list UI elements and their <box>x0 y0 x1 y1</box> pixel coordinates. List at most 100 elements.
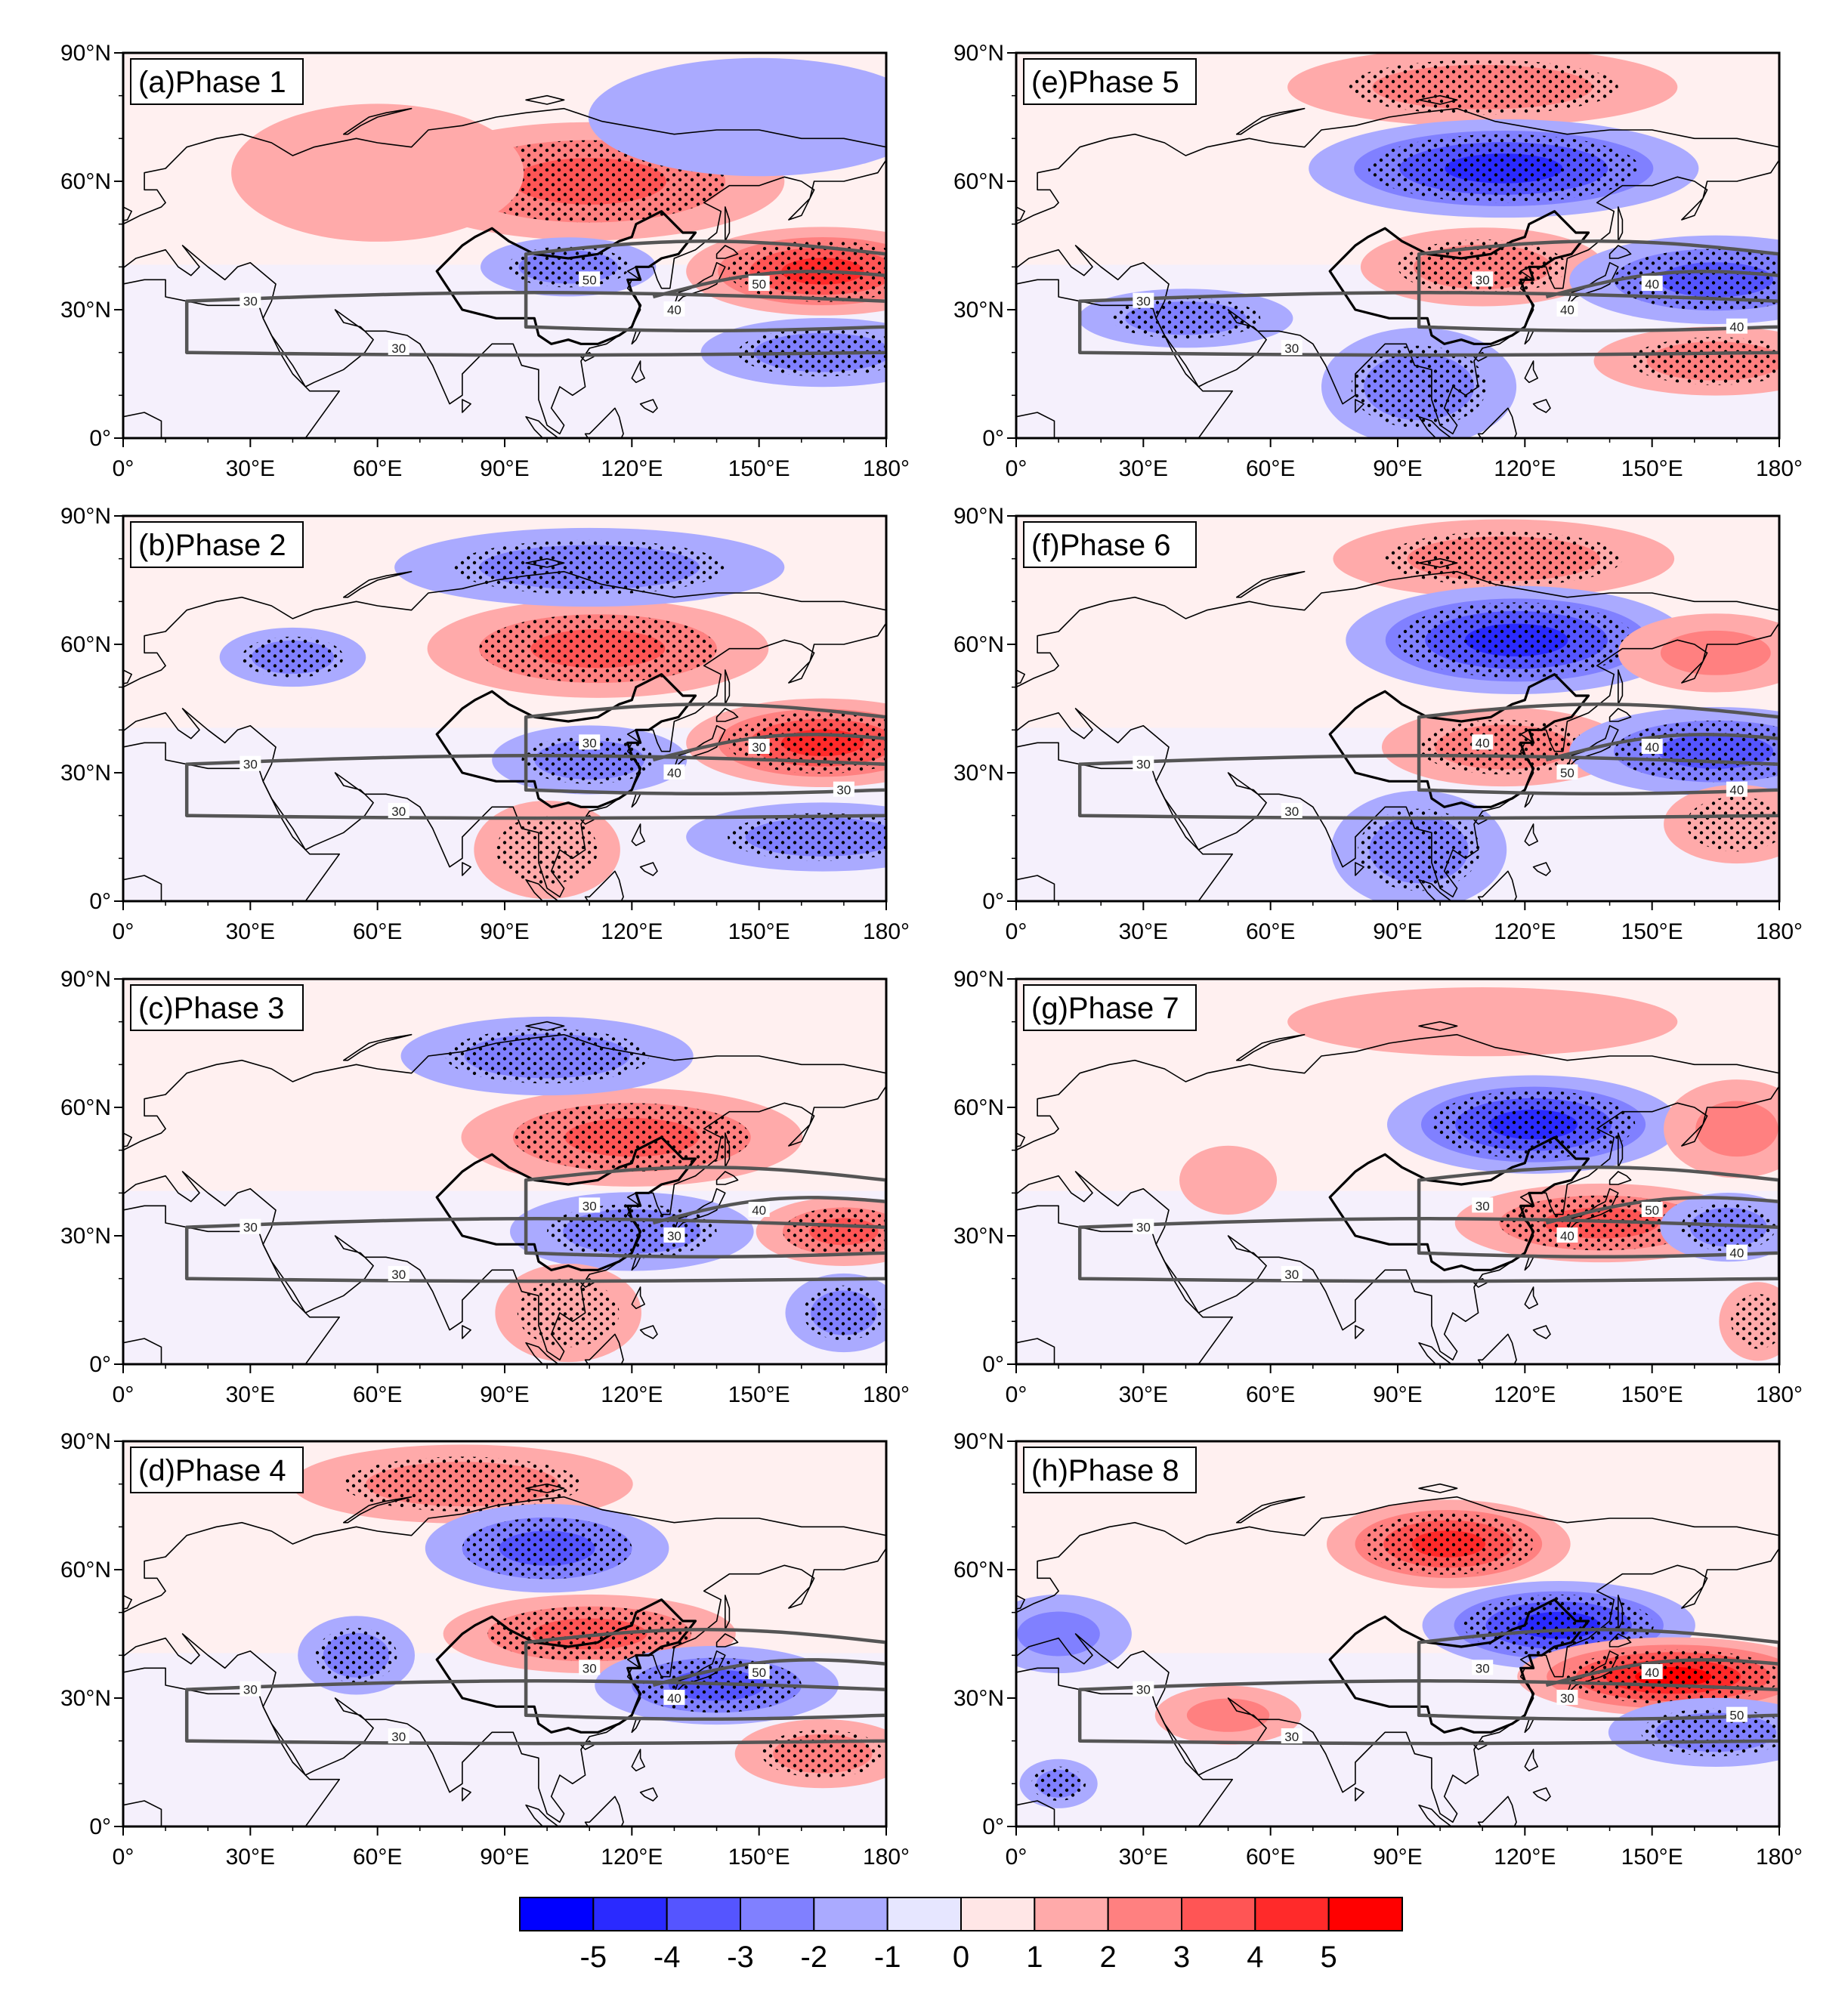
coastline <box>525 415 560 438</box>
panel-label-text: (g)Phase 7 <box>1031 992 1179 1025</box>
colorbar-label: -4 <box>654 1941 681 1974</box>
colorbar-label: 1 <box>1026 1941 1043 1974</box>
x-tick-label: 90°E <box>480 919 529 944</box>
anomaly-contour <box>1186 1698 1270 1732</box>
coastline <box>525 94 565 105</box>
contour-label-bg <box>579 1197 601 1213</box>
jet-contour-line <box>652 270 886 299</box>
china-border <box>435 1136 697 1271</box>
significance-stipple <box>242 636 344 678</box>
x-tick-label: 180° <box>1756 1382 1803 1407</box>
x-tick-label: 180° <box>863 1845 910 1870</box>
anomaly-contour <box>1017 1611 1100 1657</box>
contour-label-bg <box>1556 1227 1578 1243</box>
jet-contours: 30 30 30 30 40 50 <box>1077 1628 1779 1746</box>
contour-label-bg <box>1726 781 1748 797</box>
y-tick-label: 30°N <box>953 298 1004 323</box>
axes: 0° 30°E 60°E 90°E 120°E 150°E 180° 0° 30°N 60°N 90… <box>60 967 910 1407</box>
contour-label: 40 <box>1645 277 1659 292</box>
coastline <box>123 1594 132 1610</box>
x-tick-label: 150°E <box>728 456 790 481</box>
x-tick-label: 150°E <box>1621 1382 1683 1407</box>
panel-label-text: (c)Phase 3 <box>138 992 284 1025</box>
coastline <box>81 1591 97 1604</box>
coastline <box>1418 94 1458 105</box>
contour-label-bg <box>1641 1202 1663 1217</box>
coastline <box>639 1325 658 1339</box>
coastline <box>343 107 413 135</box>
x-tick-label: 0° <box>1006 1845 1028 1870</box>
map-panel-4: 30 30 40 50 40 40 (f)Phase 6 0° 30°E 60°E 90°E 120°… <box>953 504 1803 944</box>
colorbar-label: -2 <box>801 1941 828 1974</box>
contour-label-bg <box>239 1681 261 1697</box>
contour-label: 40 <box>1729 783 1744 798</box>
panel-label: (a)Phase 1 <box>130 58 304 105</box>
china-border <box>1328 1598 1590 1734</box>
contour-label-bg <box>748 1664 770 1679</box>
contour-label-bg <box>1556 301 1578 317</box>
contour-label: 30 <box>583 736 597 750</box>
coastline <box>123 669 132 684</box>
contour-label: 30 <box>583 1661 597 1675</box>
y-tick-label: 30°N <box>953 1686 1004 1711</box>
significance-stipple <box>453 539 725 595</box>
significance-stipple <box>513 1103 751 1172</box>
y-tick-label: 90°N <box>953 41 1004 66</box>
contour-label: 30 <box>667 1229 681 1243</box>
colorbar-swatch <box>1181 1897 1256 1931</box>
x-tick-label: 150°E <box>1621 456 1683 481</box>
x-tick-label: 150°E <box>728 919 790 944</box>
colorbar-swatch <box>1254 1897 1330 1931</box>
contour-label-bg <box>663 1227 685 1243</box>
jet-contour-line <box>1417 1166 1779 1259</box>
x-tick-label: 150°E <box>728 1382 790 1407</box>
contour-label: 40 <box>1560 1229 1575 1243</box>
y-tick-label: 90°N <box>953 504 1004 529</box>
coastline <box>1016 205 1025 221</box>
coastline <box>725 1595 731 1631</box>
axes: 0° 30°E 60°E 90°E 120°E 150°E 180° 0° 30°N 60°N 90… <box>60 1429 910 1870</box>
contour-label-bg <box>1556 764 1578 780</box>
contour-label-bg <box>663 764 685 780</box>
anomaly-contour <box>1660 630 1771 675</box>
coastline <box>1532 862 1551 876</box>
panel-label: (c)Phase 3 <box>130 984 304 1031</box>
significance-stipple <box>445 1028 649 1084</box>
contour-label: 50 <box>1560 766 1575 780</box>
contour-label: 50 <box>1645 1203 1659 1218</box>
x-tick-label: 120°E <box>1494 919 1556 944</box>
significance-stipple <box>1680 1203 1776 1252</box>
coastline <box>715 1171 739 1185</box>
significance-stipple <box>1346 60 1618 115</box>
map-panel-3: 30 30 30 40 30 30 (b)Phase 2 0° 30°E 60°E 90°E 120°… <box>60 504 910 944</box>
contour-label: 30 <box>1284 1268 1299 1282</box>
contour-label: 30 <box>391 1730 406 1744</box>
x-tick-label: 90°E <box>1373 1845 1422 1870</box>
panel-label: (g)Phase 7 <box>1023 984 1197 1031</box>
x-tick-label: 60°E <box>353 1845 402 1870</box>
contour-label: 40 <box>667 766 681 780</box>
coastlines <box>1016 557 1779 901</box>
coastline <box>631 823 645 847</box>
contour-label-bg <box>388 1266 409 1281</box>
x-tick-label: 30°E <box>1119 456 1168 481</box>
panel-label-text: (h)Phase 8 <box>1031 1454 1179 1487</box>
significance-stipple <box>1630 337 1779 385</box>
coastline <box>1477 1796 1517 1826</box>
coastline <box>343 1496 413 1524</box>
coastline <box>1016 1132 1025 1147</box>
x-tick-label: 180° <box>863 1382 910 1407</box>
contour-label: 30 <box>1560 1691 1575 1706</box>
contour-label: 30 <box>583 1199 597 1213</box>
coastline <box>725 206 731 242</box>
coastline <box>584 407 624 438</box>
jet-contours: 30 30 30 30 40 <box>184 1166 886 1283</box>
contour-label: 30 <box>836 783 851 798</box>
contour-label-bg <box>1281 803 1303 818</box>
coastline <box>725 669 731 706</box>
x-tick-label: 0° <box>1006 1382 1028 1407</box>
panel-label-box <box>130 1447 304 1493</box>
coastline <box>1236 570 1306 598</box>
y-tick-label: 90°N <box>953 1429 1004 1454</box>
contour-label: 40 <box>667 1691 681 1706</box>
